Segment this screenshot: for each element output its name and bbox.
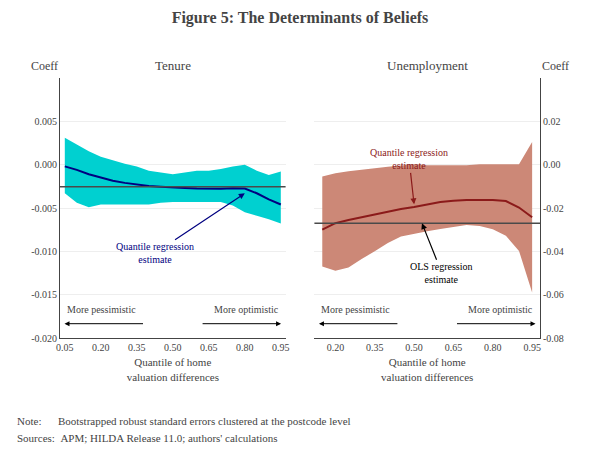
svg-text:0.35: 0.35 (128, 342, 146, 353)
svg-text:0.00: 0.00 (543, 159, 561, 170)
svg-text:Unemployment: Unemployment (387, 58, 468, 73)
svg-text:0.02: 0.02 (543, 116, 561, 127)
svg-text:Figure 5: The Determinants of: Figure 5: The Determinants of Beliefs (172, 9, 429, 27)
svg-text:0.35: 0.35 (366, 342, 384, 353)
svg-text:0.000: 0.000 (35, 159, 58, 170)
svg-text:Note: Bootstrapped robust: Note: Bootstrapped robust standard error… (17, 415, 351, 427)
svg-text:-0.08: -0.08 (543, 333, 564, 344)
svg-text:Tenure: Tenure (155, 58, 191, 73)
svg-text:0.65: 0.65 (445, 342, 463, 353)
svg-text:Quantile regressionestimate: Quantile regressionestimate (116, 241, 194, 265)
svg-text:0.80: 0.80 (484, 342, 502, 353)
svg-text:-0.010: -0.010 (31, 246, 57, 257)
svg-text:0.80: 0.80 (236, 342, 254, 353)
svg-text:Quantile of homevaluation diff: Quantile of homevaluation differences (127, 356, 219, 382)
svg-text:More pessimistic: More pessimistic (67, 304, 136, 315)
svg-text:Coeff: Coeff (542, 59, 569, 73)
svg-text:Quantile regressionestimate: Quantile regressionestimate (370, 147, 448, 171)
svg-text:0.50: 0.50 (405, 342, 423, 353)
svg-text:0.95: 0.95 (523, 342, 541, 353)
svg-text:0.005: 0.005 (35, 116, 58, 127)
svg-text:-0.06: -0.06 (543, 289, 564, 300)
svg-text:-0.020: -0.020 (31, 333, 57, 344)
svg-text:0.65: 0.65 (200, 342, 218, 353)
svg-text:Coeff: Coeff (31, 59, 58, 73)
svg-text:Quantile of homevaluation diff: Quantile of homevaluation differences (381, 356, 473, 382)
svg-text:OLS regressionestimate: OLS regressionestimate (410, 261, 473, 285)
svg-text:0.05: 0.05 (56, 342, 74, 353)
svg-text:More pessimistic: More pessimistic (321, 304, 390, 315)
svg-text:-0.04: -0.04 (543, 246, 564, 257)
svg-text:0.20: 0.20 (327, 342, 345, 353)
svg-text:-0.015: -0.015 (31, 289, 57, 300)
svg-text:More optimistic: More optimistic (468, 304, 533, 315)
svg-text:-0.005: -0.005 (31, 203, 57, 214)
svg-text:0.50: 0.50 (164, 342, 182, 353)
svg-text:0.95: 0.95 (272, 342, 290, 353)
svg-text:Sources: APM; HILDA Release 1: Sources: APM; HILDA Release 11.0; author… (17, 432, 278, 444)
svg-text:-0.02: -0.02 (543, 203, 564, 214)
svg-text:More optimistic: More optimistic (214, 304, 279, 315)
svg-text:0.20: 0.20 (92, 342, 110, 353)
